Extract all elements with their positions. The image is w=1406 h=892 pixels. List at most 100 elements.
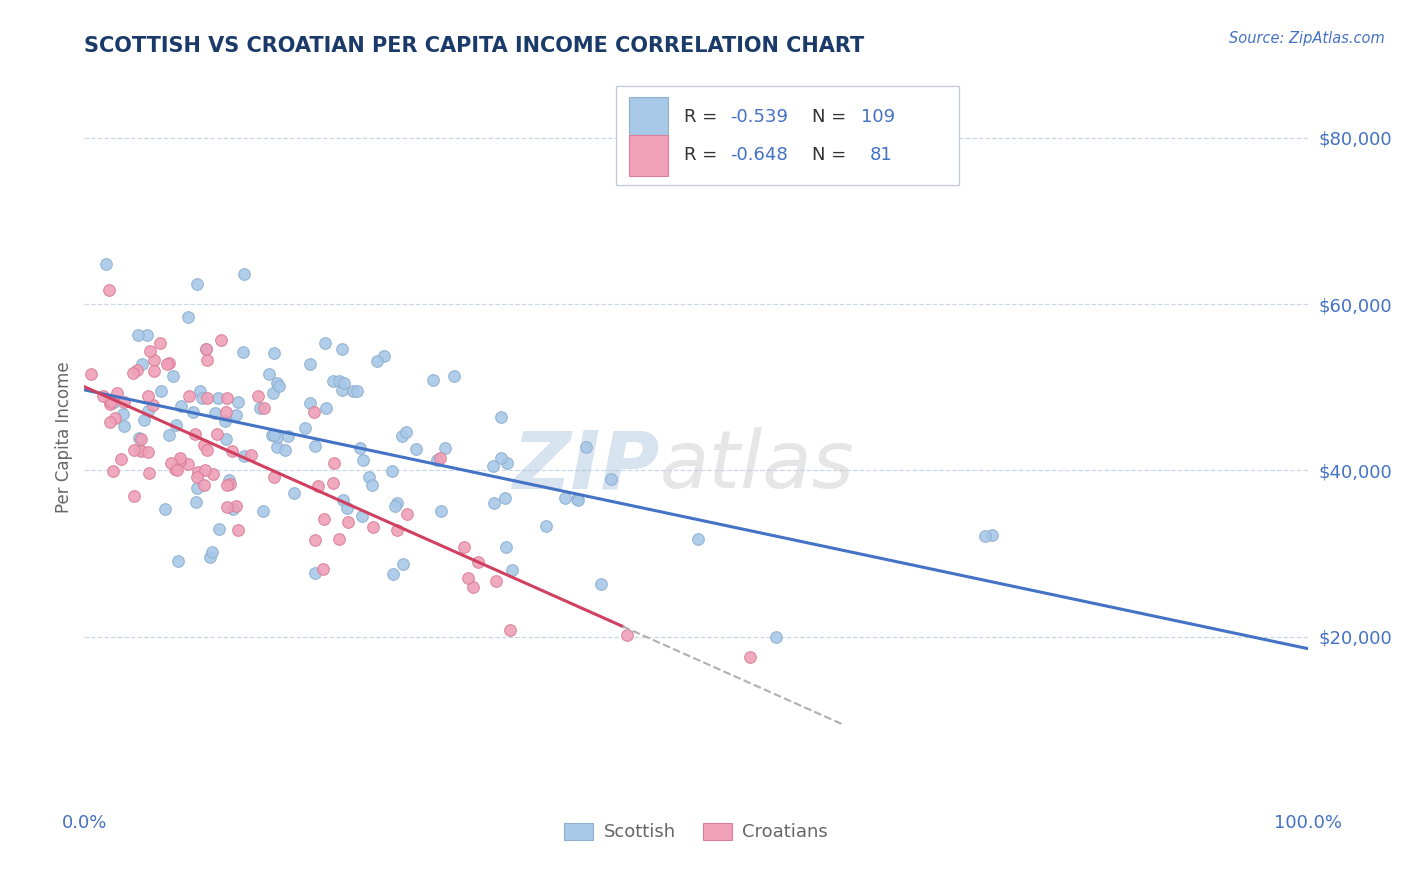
- Point: [366, 353, 388, 368]
- Point: [193, 437, 215, 451]
- Point: [138, 343, 160, 358]
- Point: [104, 410, 127, 425]
- Point: [315, 401, 337, 415]
- Text: R =: R =: [683, 146, 723, 164]
- Point: [165, 417, 187, 432]
- Point: [322, 475, 344, 490]
- Point: [765, 630, 787, 644]
- Point: [443, 368, 465, 383]
- Point: [304, 566, 326, 580]
- FancyBboxPatch shape: [628, 96, 668, 136]
- Point: [169, 450, 191, 465]
- Point: [226, 394, 249, 409]
- Point: [107, 385, 129, 400]
- Point: [260, 428, 283, 442]
- Point: [337, 515, 360, 529]
- Point: [98, 415, 121, 429]
- Point: [128, 431, 150, 445]
- Point: [385, 496, 408, 510]
- Point: [122, 366, 145, 380]
- Point: [314, 512, 336, 526]
- Point: [122, 442, 145, 457]
- Text: atlas: atlas: [659, 427, 853, 506]
- Point: [405, 442, 427, 456]
- Point: [333, 376, 356, 391]
- Point: [94, 257, 117, 271]
- Point: [380, 464, 402, 478]
- Point: [342, 384, 364, 398]
- Point: [332, 492, 354, 507]
- Text: -0.539: -0.539: [730, 108, 789, 126]
- Point: [221, 443, 243, 458]
- Point: [127, 327, 149, 342]
- Point: [575, 441, 598, 455]
- Point: [298, 357, 321, 371]
- Legend: Scottish, Croatians: Scottish, Croatians: [557, 815, 835, 848]
- Point: [392, 558, 415, 572]
- Point: [232, 344, 254, 359]
- Point: [214, 432, 236, 446]
- Point: [214, 414, 236, 428]
- Text: N =: N =: [813, 108, 852, 126]
- Point: [103, 395, 125, 409]
- Point: [157, 356, 180, 370]
- Point: [215, 391, 238, 405]
- Point: [565, 491, 588, 506]
- Point: [232, 267, 254, 281]
- Point: [307, 479, 329, 493]
- Point: [496, 456, 519, 470]
- Point: [453, 541, 475, 555]
- Point: [373, 349, 395, 363]
- Point: [202, 467, 225, 482]
- Point: [136, 327, 159, 342]
- Point: [215, 405, 238, 419]
- Point: [253, 401, 276, 416]
- Point: [304, 439, 326, 453]
- Text: SCOTTISH VS CROATIAN PER CAPITA INCOME CORRELATION CHART: SCOTTISH VS CROATIAN PER CAPITA INCOME C…: [84, 36, 865, 56]
- FancyBboxPatch shape: [616, 86, 959, 185]
- Point: [132, 413, 155, 427]
- Text: -0.648: -0.648: [730, 146, 787, 164]
- Point: [350, 509, 373, 524]
- Point: [330, 342, 353, 356]
- Point: [266, 430, 288, 444]
- Point: [209, 333, 232, 347]
- Point: [262, 385, 284, 400]
- Point: [215, 477, 238, 491]
- Point: [195, 443, 218, 458]
- Point: [499, 623, 522, 637]
- Point: [188, 384, 211, 398]
- Point: [186, 481, 208, 495]
- Point: [263, 469, 285, 483]
- Point: [204, 406, 226, 420]
- Point: [266, 440, 288, 454]
- Point: [495, 540, 517, 554]
- Point: [215, 500, 238, 514]
- Point: [600, 472, 623, 486]
- Point: [98, 392, 121, 407]
- Point: [218, 473, 240, 487]
- Point: [149, 335, 172, 350]
- Point: [194, 343, 217, 357]
- Point: [136, 404, 159, 418]
- Point: [322, 456, 344, 470]
- Point: [122, 489, 145, 503]
- Point: [304, 533, 326, 548]
- Point: [482, 458, 505, 473]
- Point: [467, 555, 489, 569]
- Point: [225, 409, 247, 423]
- Point: [491, 451, 513, 466]
- Point: [482, 496, 505, 510]
- Point: [184, 427, 207, 442]
- Point: [131, 357, 153, 371]
- Point: [208, 522, 231, 536]
- Point: [257, 368, 280, 382]
- Point: [153, 501, 176, 516]
- Point: [169, 400, 191, 414]
- FancyBboxPatch shape: [628, 136, 668, 176]
- Point: [336, 501, 359, 516]
- Point: [226, 523, 249, 537]
- Point: [434, 442, 457, 456]
- Point: [222, 502, 245, 516]
- Point: [239, 448, 262, 462]
